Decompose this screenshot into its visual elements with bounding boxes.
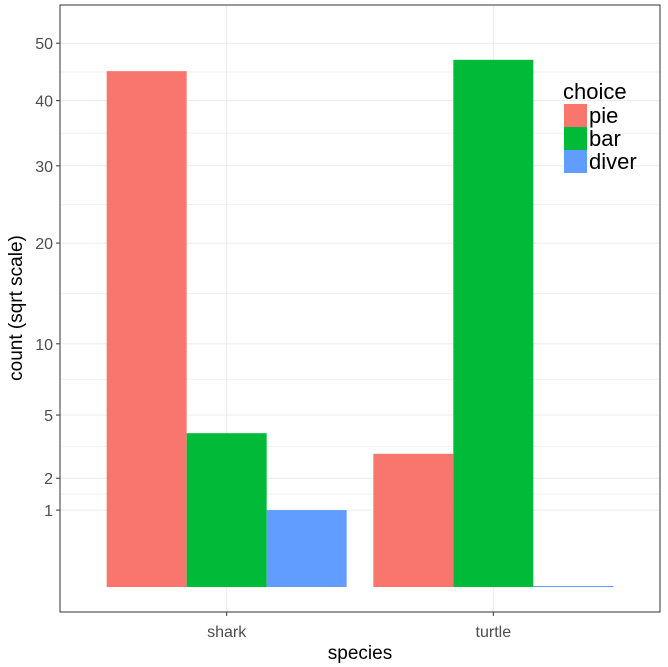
y-tick-label: 20 <box>35 236 53 253</box>
panel-border <box>59 4 661 613</box>
bar-pie-shark <box>106 71 187 588</box>
x-tick-label: shark <box>207 624 247 641</box>
y-axis-title: count (sqrt scale) <box>6 235 27 381</box>
bar-bar-shark <box>186 433 267 587</box>
bars <box>106 59 614 588</box>
legend-label-pie: pie <box>589 103 618 128</box>
y-tick-label: 30 <box>35 159 53 176</box>
legend-key-bar <box>564 127 587 150</box>
bar-pie-turtle <box>373 453 454 587</box>
y-tick-label: 50 <box>35 36 53 53</box>
y-tick-label: 1 <box>44 503 53 520</box>
bar-diver-shark <box>266 510 347 587</box>
bar-diver-turtle <box>533 586 614 587</box>
x-tick-label: turtle <box>476 624 512 641</box>
legend-label-diver: diver <box>589 149 637 174</box>
y-axis: 1 2 5 10 20 30 40 50 <box>35 36 60 520</box>
y-tick-label: 5 <box>44 408 53 425</box>
legend-key-diver <box>564 150 587 173</box>
x-axis: shark turtle <box>207 612 511 641</box>
bar-bar-turtle <box>453 59 534 587</box>
y-tick-label: 2 <box>44 471 53 488</box>
legend-key-pie <box>564 104 587 127</box>
y-tick-label: 10 <box>35 337 53 354</box>
legend-label-bar: bar <box>589 126 621 151</box>
legend-title: choice <box>563 79 627 104</box>
x-axis-title: species <box>328 643 392 664</box>
y-tick-label: 40 <box>35 94 53 111</box>
